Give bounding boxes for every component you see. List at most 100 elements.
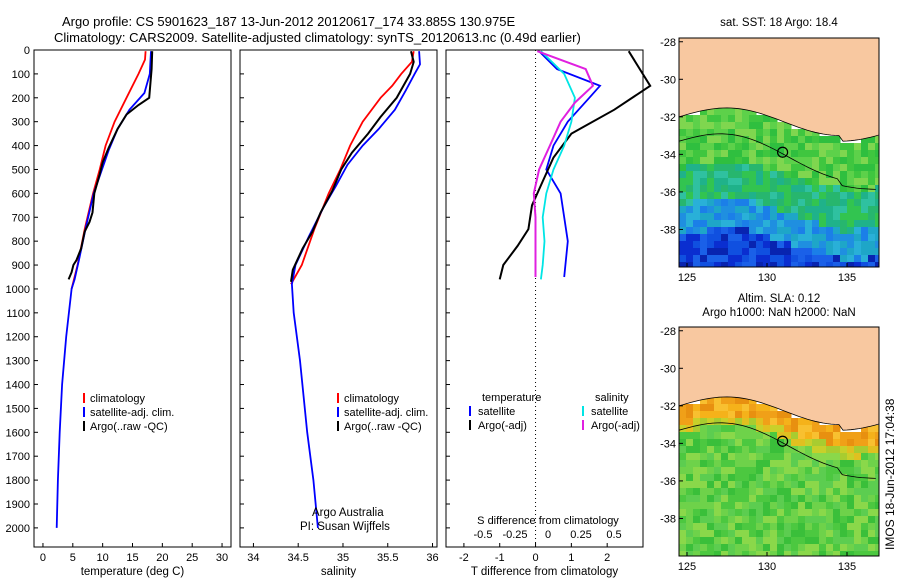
x-tick-label: 125 [678,272,696,284]
map-cell [784,185,792,193]
map-cell [700,551,708,556]
map-cell [763,460,771,468]
map-cell [805,220,813,228]
series-line [290,50,415,282]
map-cell [700,115,708,123]
map-cell [721,199,729,207]
map-cell [756,178,764,186]
map-cell [833,432,841,440]
map-cell [763,150,771,158]
map-cell [693,234,701,242]
map-cell [707,537,715,545]
series-line [540,50,576,280]
map-cell [847,234,855,242]
map-cell [805,474,813,482]
map-cell [714,227,722,235]
map-cell [868,227,876,235]
map-cell [784,220,792,228]
map-cell [819,523,827,531]
map-cell [707,481,715,489]
map-cell [819,544,827,552]
map-cell [742,523,750,531]
map-cell [707,171,715,179]
map-cell [700,411,708,419]
map-cell [784,509,792,517]
map-cell [707,220,715,228]
map-cell [868,537,876,545]
map-cell [700,255,708,263]
map-cell [728,227,736,235]
map-cell [735,432,743,440]
map-cell [861,255,869,263]
map-cell [784,495,792,503]
map-cell [756,488,764,496]
map-cell [798,255,806,263]
map-cell [735,411,743,419]
y-tick-label: -32 [660,112,676,124]
map-cell [833,481,841,489]
map-cell [700,178,708,186]
map-cell [784,502,792,510]
map-cell [742,241,750,249]
map-cell [875,467,879,475]
map-cell [770,432,778,440]
map-cell [784,418,792,426]
map-cell [707,523,715,531]
map-cell [693,474,701,482]
map-cell [868,199,876,207]
map-cell [840,474,848,482]
map-cell [763,185,771,193]
map-cell [770,227,778,235]
map-cell [721,439,729,447]
map-cell [777,537,785,545]
map-cell [735,206,743,214]
map-cell [700,213,708,221]
map-cell [749,262,757,267]
map-cell [749,178,757,186]
map-cell [749,255,757,263]
map-cell [826,446,834,454]
map-cell [707,418,715,426]
map-cell [805,516,813,524]
map-cell [819,164,827,172]
map-cell [812,199,820,207]
x-tick-label: 35.5 [377,552,398,564]
map-cell [847,213,855,221]
map-cell [679,178,687,186]
map-cell [728,234,736,242]
map-cell [868,143,876,151]
map-cell [770,143,778,151]
map-cell [728,509,736,517]
map-cell [819,453,827,461]
map-cell [742,157,750,165]
map-cell [826,439,834,447]
map-cell [728,136,736,144]
map-cell [742,220,750,228]
map-cell [826,425,834,433]
map-cell [826,185,834,193]
map-cell [819,220,827,228]
map-cell [679,467,687,475]
map-cell [749,115,757,123]
map-cell [805,439,813,447]
map-cell [784,516,792,524]
map-cell [735,446,743,454]
map-cell [784,241,792,249]
map-cell [679,530,687,538]
map-cell [742,143,750,151]
map-cell [679,248,687,256]
map-cell [854,171,862,179]
map-cell [833,453,841,461]
map-cell [777,136,785,144]
map-cell [791,129,799,137]
map-cell [812,262,820,267]
map-cell [819,481,827,489]
map-cell [826,502,834,510]
map-cell [686,213,694,221]
map-cell [679,143,687,151]
map-cell [868,432,876,440]
map-cell [679,171,687,179]
map-cell [735,150,743,158]
map-cell [826,516,834,524]
map-cell [714,206,722,214]
